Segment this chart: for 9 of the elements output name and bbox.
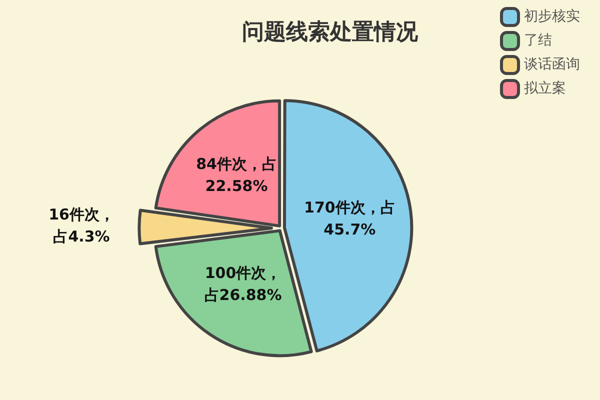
- legend-label: 谈话函询: [524, 56, 580, 73]
- data-label: 16件次，占4.3%: [48, 205, 114, 246]
- legend-label: 拟立案: [524, 80, 566, 97]
- legend-label: 了结: [524, 32, 552, 49]
- data-label: 170件次，占45.7%: [304, 198, 396, 238]
- data-label: 100件次，占26.88%: [204, 264, 282, 304]
- legend-label: 初步核实: [524, 8, 580, 25]
- data-label: 84件次，占22.58%: [196, 155, 277, 196]
- text: 问题线索处置情况: [242, 20, 419, 45]
